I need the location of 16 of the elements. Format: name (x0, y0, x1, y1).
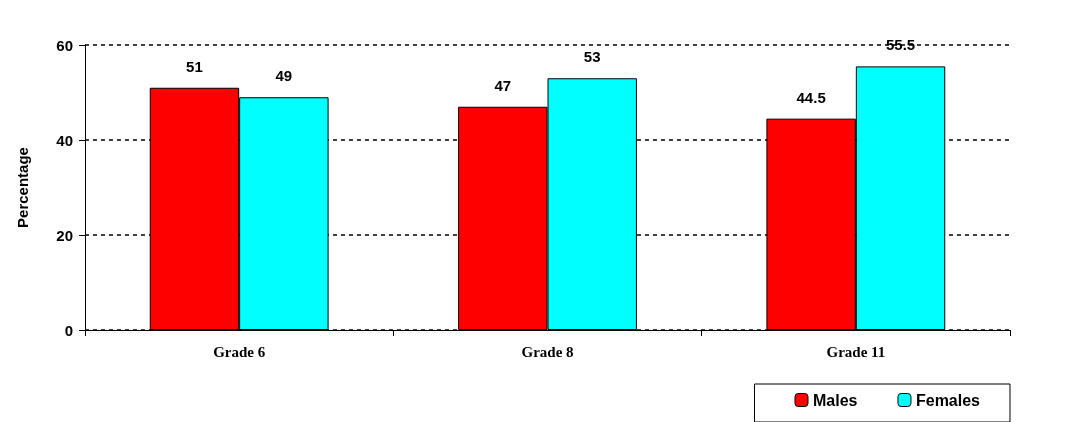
data-label: 55.5 (885, 36, 916, 54)
y-tick-label: 60 (56, 36, 73, 54)
data-label: 51 (186, 57, 203, 75)
data-label: 47 (494, 76, 512, 94)
y-tick-label: 40 (56, 131, 73, 149)
data-label: 53 (583, 48, 601, 66)
legend-label: Females (915, 391, 981, 409)
y-tick-label: 0 (64, 321, 73, 339)
x-tick-label: Grade 11 (826, 343, 886, 360)
data-label: 44.5 (796, 88, 826, 106)
y-tick-label: 20 (56, 226, 73, 244)
x-tick-label: Grade 6 (213, 343, 266, 360)
y-axis-title: Percentage (14, 147, 31, 228)
x-tick-label: Grade 8 (521, 343, 574, 360)
legend-label: Males (812, 391, 858, 409)
data-label: 49 (275, 67, 293, 85)
